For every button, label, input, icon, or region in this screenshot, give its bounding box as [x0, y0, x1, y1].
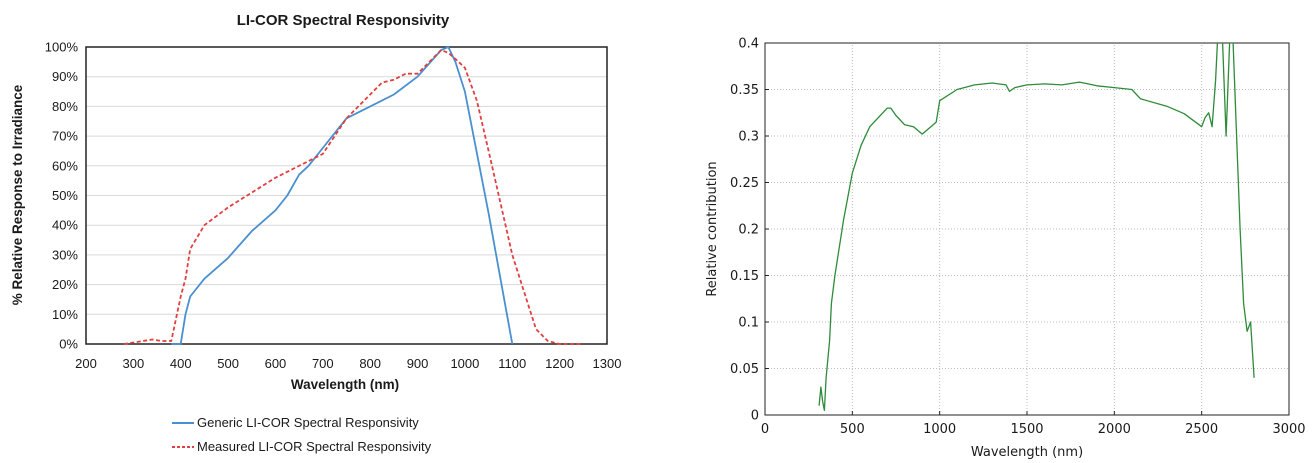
left-x-tick-label: 300 [123, 356, 145, 371]
right-y-tick-label: 0.2 [738, 223, 759, 238]
right-x-tick-label: 1000 [923, 422, 956, 437]
left-y-tick-label: 70% [52, 129, 78, 144]
left-x-tick-label: 200 [75, 356, 97, 371]
chart-left-y-axis-title: % Relative Response to Irradiance [10, 84, 25, 305]
right-x-tick-label: 1500 [1010, 422, 1043, 437]
left-x-tick-label: 900 [407, 356, 429, 371]
right-y-tick-label: 0.3 [738, 130, 759, 145]
left-x-tick-label: 800 [359, 356, 381, 371]
right-y-tick-label: 0.05 [730, 362, 759, 377]
right-y-tick-label: 0.1 [738, 316, 759, 331]
chart-right-series [818, 43, 1255, 412]
left-y-tick-label: 100% [45, 40, 79, 55]
legend-label-measured: Measured LI-COR Spectral Responsivity [197, 439, 432, 454]
left-y-tick-label: 0% [59, 337, 78, 352]
left-x-tick-label: 1200 [545, 356, 574, 371]
chart-right-y-ticks: 0 0.05 0.1 0.15 0.2 0.25 0.3 0.35 0.4 [730, 37, 769, 424]
chart-left-y-ticks: 0% 10% 20% 30% 40% 50% 60% 70% 80% 90% 100% [45, 40, 79, 352]
left-x-tick-label: 1100 [498, 356, 526, 371]
series-generic-line [171, 46, 514, 345]
right-y-tick-label: 0.15 [730, 269, 759, 284]
right-x-tick-label: 500 [840, 422, 865, 437]
chart-right-x-ticks: 0 500 1000 1500 2000 2500 3000 [761, 411, 1306, 437]
left-x-tick-label: 1300 [593, 356, 622, 371]
left-y-tick-label: 20% [52, 277, 78, 292]
right-x-tick-label: 3000 [1272, 422, 1305, 437]
right-y-tick-label: 0 [751, 409, 759, 424]
left-y-tick-label: 50% [52, 188, 78, 203]
legend-label-generic: Generic LI-COR Spectral Responsivity [197, 415, 419, 430]
chart-left-x-ticks: 200 300 400 500 600 700 800 900 1000 1100 1200 1300 [75, 356, 621, 371]
left-x-tick-label: 1000 [450, 356, 479, 371]
left-x-tick-label: 500 [217, 356, 239, 371]
series-relative-contribution-line [818, 43, 1255, 412]
chart-left-legend: Generic LI-COR Spectral Responsivity Mea… [172, 415, 432, 454]
left-y-tick-label: 10% [52, 307, 78, 322]
chart-left: LI-COR Spectral Responsivity 0% 10% 20% 30%… [10, 12, 621, 454]
right-y-tick-label: 0.25 [730, 176, 759, 191]
series-measured-line [123, 49, 584, 345]
chart-right-x-axis-title: Wavelength (nm) [971, 445, 1083, 460]
right-y-tick-label: 0.4 [738, 37, 759, 52]
chart-left-title: LI-COR Spectral Responsivity [237, 12, 450, 29]
right-x-tick-label: 2000 [1098, 422, 1131, 437]
chart-left-series [123, 46, 584, 345]
right-x-tick-label: 0 [761, 422, 769, 437]
chart-right-y-axis-title: Relative contribution [705, 161, 720, 296]
left-x-tick-label: 600 [265, 356, 287, 371]
left-y-tick-label: 30% [52, 247, 78, 262]
chart-right-gridlines [765, 43, 1289, 415]
left-x-tick-label: 700 [312, 356, 334, 371]
left-x-tick-label: 400 [170, 356, 192, 371]
right-y-tick-label: 0.35 [730, 83, 759, 98]
chart-left-x-axis-title: Wavelength (nm) [291, 377, 399, 392]
chart-left-gridlines [86, 76, 607, 315]
left-y-tick-label: 80% [52, 99, 78, 114]
right-x-tick-label: 2500 [1185, 422, 1218, 437]
left-y-tick-label: 90% [52, 69, 78, 84]
left-y-tick-label: 60% [52, 158, 78, 173]
left-y-tick-label: 40% [52, 218, 78, 233]
chart-left-plot-frame [85, 46, 608, 345]
chart-right: 0 0.05 0.1 0.15 0.2 0.25 0.3 0.35 0.4 0 500 1000 15… [705, 37, 1306, 461]
